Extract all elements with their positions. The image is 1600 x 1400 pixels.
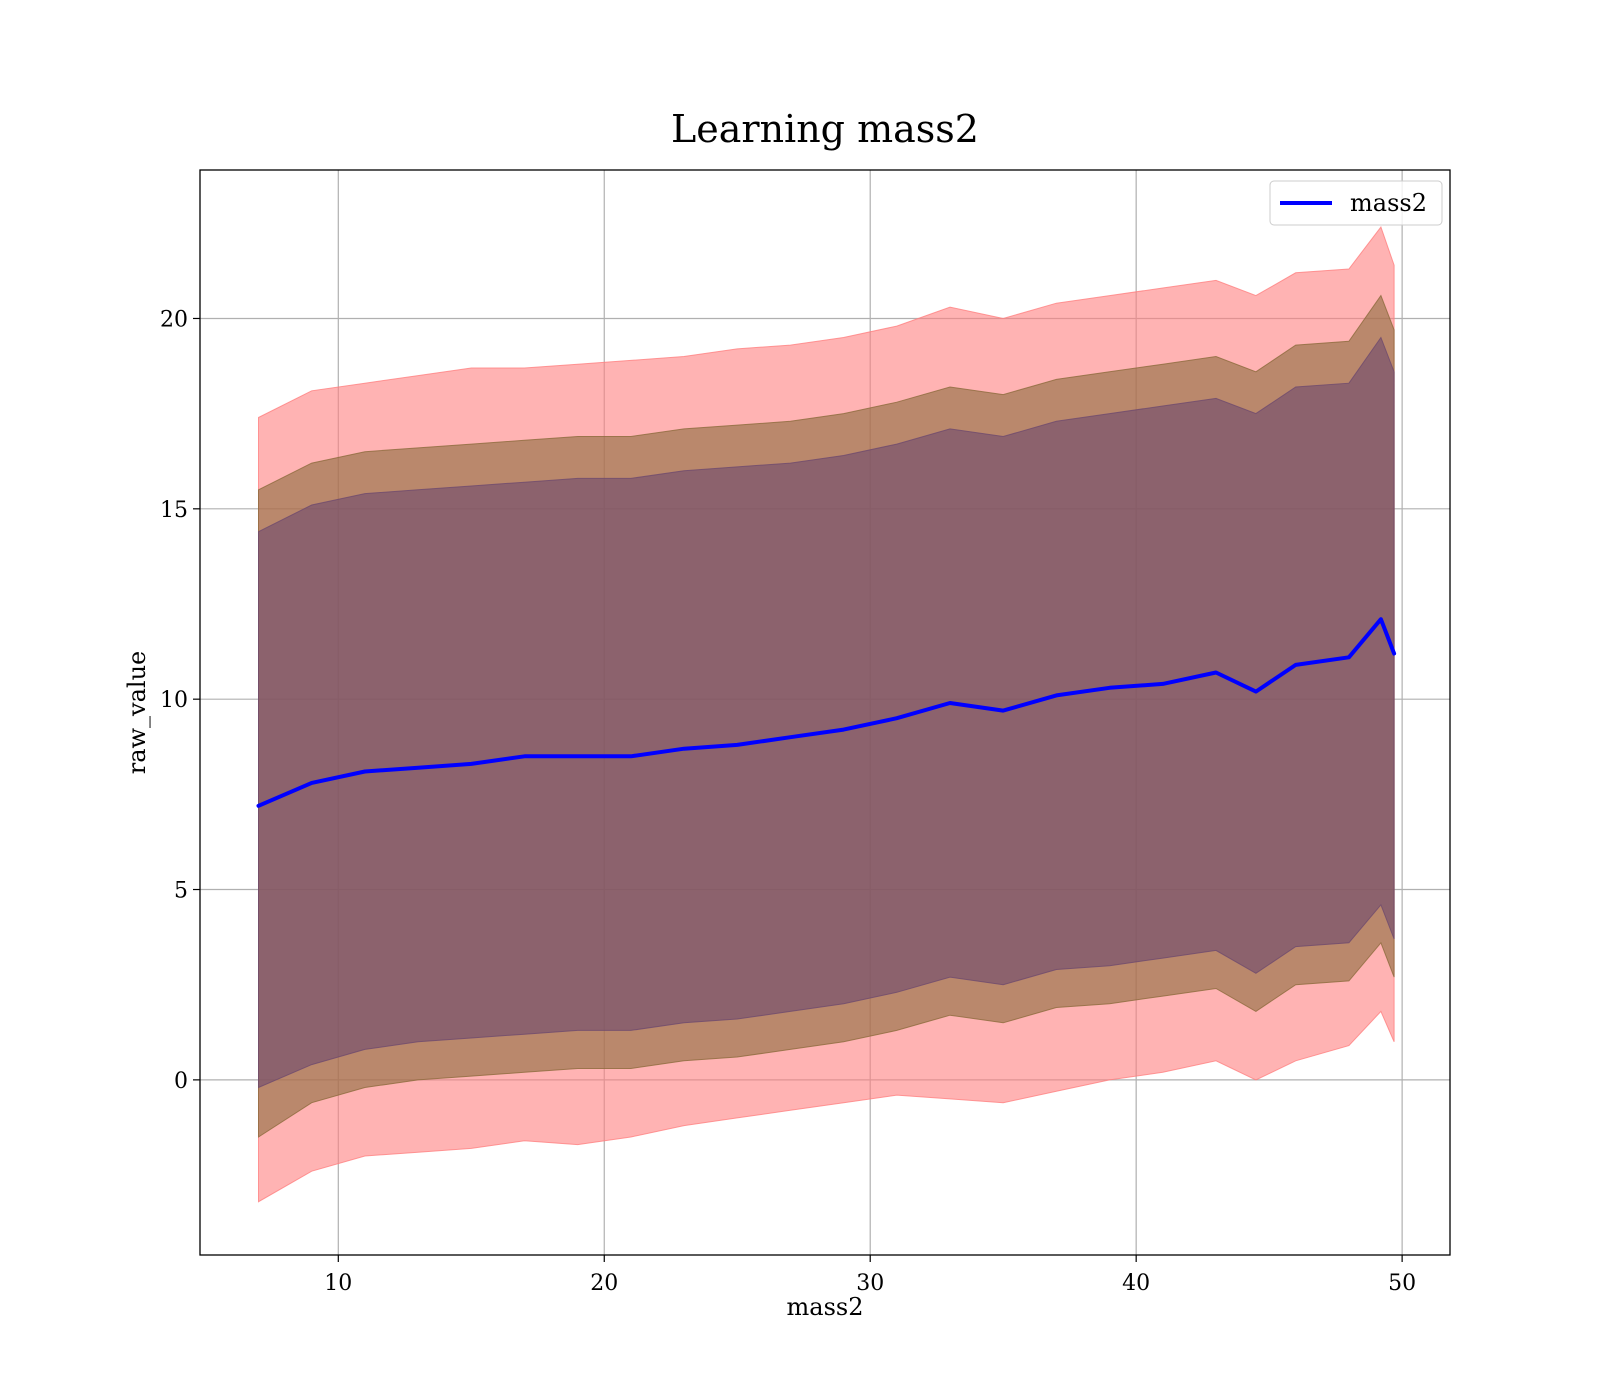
x-tick-label: 10: [324, 1271, 352, 1296]
confidence-band-3: [258, 336, 1395, 1089]
x-tick-label: 20: [590, 1271, 618, 1296]
ticks-layer: 10 20 30 40 50 0 5 10 15 20: [160, 307, 1416, 1296]
legend-label-mass2: mass2: [1350, 189, 1427, 217]
legend: mass2: [1269, 180, 1443, 226]
bands-layer: [258, 226, 1395, 1203]
x-tick-label: 50: [1388, 1271, 1416, 1296]
y-tick-label: 5: [174, 879, 188, 904]
chart-title: Learning mass2: [671, 107, 979, 151]
y-tick-label: 20: [160, 307, 188, 332]
y-axis-label: raw_value: [123, 651, 151, 775]
y-tick-label: 0: [174, 1069, 188, 1094]
x-tick-label: 40: [1122, 1271, 1150, 1296]
x-tick-label: 30: [856, 1271, 884, 1296]
x-axis-label: mass2: [787, 1293, 864, 1321]
series-line-mass2: [256, 617, 1397, 808]
y-tick-label: 10: [160, 688, 188, 713]
legend-box: [1269, 180, 1443, 226]
plot-frame: [199, 169, 1451, 1256]
y-tick-label: 15: [160, 498, 188, 523]
lines-layer: [256, 617, 1397, 808]
